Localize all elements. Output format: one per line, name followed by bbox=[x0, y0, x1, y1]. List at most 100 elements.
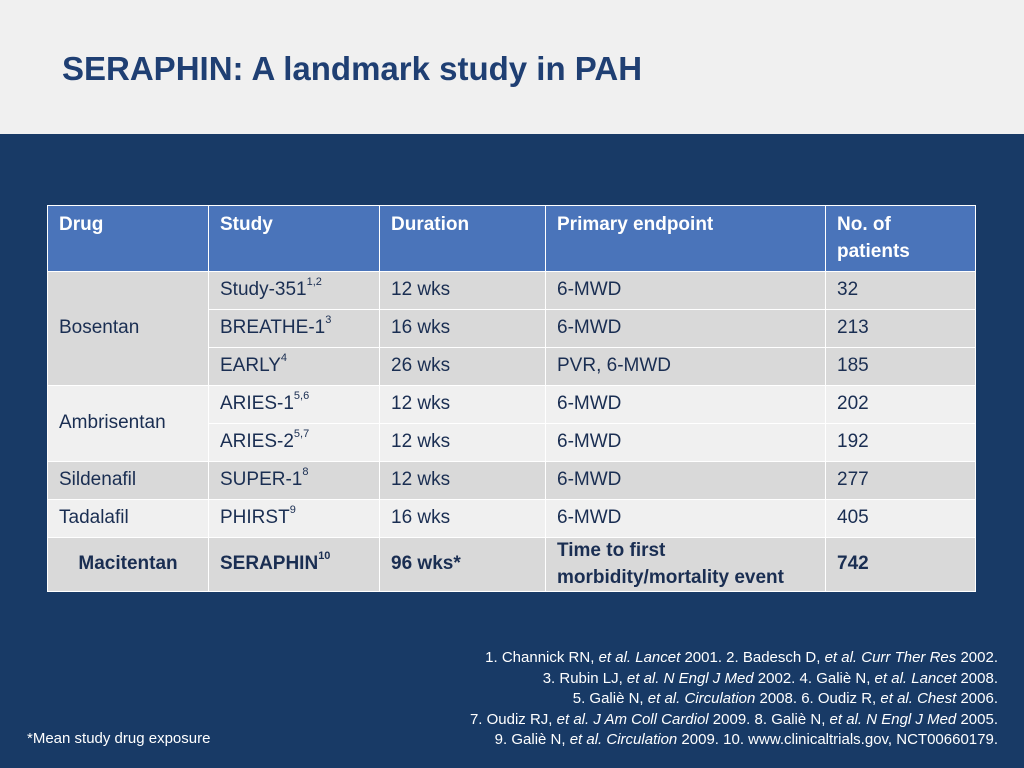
study-name: ARIES-1 bbox=[220, 393, 294, 415]
reference-journal: et al. Circulation bbox=[569, 731, 678, 748]
patients-cell: 202 bbox=[825, 385, 976, 424]
study-cell: PHIRST9 bbox=[208, 499, 380, 538]
endpoint-cell: 6-MWD bbox=[545, 309, 826, 348]
reference-superscript: 3 bbox=[325, 314, 332, 327]
title-bar: SERAPHIN: A landmark study in PAH bbox=[0, 0, 1024, 134]
header-duration: Duration bbox=[379, 205, 546, 272]
reference-text: 3. Rubin LJ, bbox=[542, 669, 627, 687]
study-name: ARIES-2 bbox=[220, 431, 294, 453]
reference-text: 2008. bbox=[956, 669, 998, 687]
table-row: ARIES-25,7 12 wks 6-MWD 192 bbox=[48, 423, 976, 462]
study-name: SERAPHIN bbox=[220, 553, 319, 575]
patients-cell: 32 bbox=[825, 271, 976, 310]
study-name: EARLY bbox=[220, 355, 281, 377]
endpoint-cell: 6-MWD bbox=[545, 499, 826, 538]
reference-text: 7. Oudiz RJ, bbox=[469, 710, 557, 728]
reference-superscript: 4 bbox=[280, 352, 288, 365]
reference-text: 2002. 4. Galiè N, bbox=[753, 669, 875, 687]
duration-cell: 16 wks bbox=[379, 499, 546, 538]
reference-text: 5. Galiè N, bbox=[572, 690, 648, 707]
references: 1. Channick RN, et al. Lancet 2001. 2. B… bbox=[318, 648, 998, 751]
study-name: BREATHE-1 bbox=[220, 317, 326, 339]
table-row: EARLY4 26 wks PVR, 6-MWD 185 bbox=[48, 347, 976, 386]
duration-cell: 12 wks bbox=[379, 271, 546, 310]
patients-cell: 742 bbox=[825, 536, 976, 593]
footnote: *Mean study drug exposure bbox=[27, 730, 211, 747]
reference-superscript: 5,7 bbox=[293, 428, 310, 441]
duration-cell: 26 wks bbox=[379, 347, 546, 386]
duration-cell: 12 wks bbox=[379, 423, 546, 462]
endpoint-cell: 6-MWD bbox=[545, 461, 826, 500]
drug-cell: Tadalafil bbox=[47, 499, 209, 538]
reference-text: 2002. bbox=[956, 649, 998, 666]
study-cell: SERAPHIN10 bbox=[208, 536, 380, 593]
study-cell: EARLY4 bbox=[208, 347, 380, 386]
duration-cell: 16 wks bbox=[379, 309, 546, 348]
duration-cell: 12 wks bbox=[379, 385, 546, 424]
reference-journal: et al. Lancet bbox=[598, 649, 681, 666]
patients-cell: 213 bbox=[825, 309, 976, 348]
duration-cell: 12 wks bbox=[379, 461, 546, 500]
drug-cell: Macitentan bbox=[47, 536, 209, 593]
table-row: BREATHE-13 16 wks 6-MWD 213 bbox=[48, 309, 976, 348]
header-primary-endpoint: Primary endpoint bbox=[545, 205, 826, 272]
reference-superscript: 9 bbox=[289, 504, 296, 517]
trials-table: Drug Study Duration Primary endpoint No.… bbox=[47, 205, 976, 593]
reference-text: 9. Galiè N, bbox=[494, 731, 570, 748]
study-cell: ARIES-25,7 bbox=[208, 423, 380, 462]
reference-text: 2009. 8. Galiè N, bbox=[708, 710, 830, 728]
endpoint-cell: 6-MWD bbox=[545, 423, 826, 462]
header-study: Study bbox=[208, 205, 380, 272]
table-row-highlight: Macitentan SERAPHIN10 96 wks* Time to fi… bbox=[47, 536, 976, 593]
reference-journal: et al. J Am Coll Cardiol bbox=[556, 710, 709, 728]
reference-line: 9. Galiè N, et al. Circulation 2009. 10.… bbox=[318, 730, 998, 751]
reference-text: 2008. 6. Oudiz R, bbox=[755, 690, 881, 707]
study-cell: Study-3511,2 bbox=[208, 271, 380, 310]
reference-text: 2006. bbox=[956, 690, 998, 707]
endpoint-cell: 6-MWD bbox=[545, 271, 826, 310]
reference-superscript: 1,2 bbox=[306, 276, 322, 289]
drug-cell: Ambrisentan bbox=[47, 385, 209, 462]
patients-cell: 405 bbox=[825, 499, 976, 538]
reference-journal: et al. Chest bbox=[880, 690, 957, 707]
reference-journal: et al. Circulation bbox=[647, 690, 756, 707]
reference-line: 3. Rubin LJ, et al. N Engl J Med 2002. 4… bbox=[318, 669, 998, 690]
reference-superscript: 5,6 bbox=[293, 390, 310, 403]
reference-journal: et al. Lancet bbox=[874, 669, 957, 687]
reference-line: 7. Oudiz RJ, et al. J Am Coll Cardiol 20… bbox=[318, 710, 998, 731]
header-no-of-patients: No. of patients bbox=[825, 205, 976, 272]
reference-superscript: 10 bbox=[318, 550, 331, 563]
study-name: PHIRST bbox=[220, 507, 290, 529]
study-cell: BREATHE-13 bbox=[208, 309, 380, 348]
reference-superscript: 8 bbox=[302, 466, 309, 479]
endpoint-cell: Time to first morbidity/mortality event bbox=[545, 536, 826, 593]
endpoint-cell: PVR, 6-MWD bbox=[545, 347, 826, 386]
duration-cell: 96 wks* bbox=[379, 536, 546, 593]
study-name: SUPER-1 bbox=[220, 469, 303, 491]
reference-text: 2009. 10. www.clinicaltrials.gov, NCT006… bbox=[677, 731, 998, 748]
reference-journal: et al. N Engl J Med bbox=[829, 710, 957, 728]
study-cell: ARIES-15,6 bbox=[208, 385, 380, 424]
study-name: Study-351 bbox=[220, 279, 307, 301]
table-row: Sildenafil SUPER-18 12 wks 6-MWD 277 bbox=[47, 461, 976, 500]
reference-text: 1. Channick RN, bbox=[485, 649, 599, 666]
patients-cell: 192 bbox=[825, 423, 976, 462]
reference-line: 5. Galiè N, et al. Circulation 2008. 6. … bbox=[318, 689, 998, 710]
header-drug: Drug bbox=[47, 205, 209, 272]
table-header-row: Drug Study Duration Primary endpoint No.… bbox=[47, 205, 976, 272]
table-row: Tadalafil PHIRST9 16 wks 6-MWD 405 bbox=[47, 499, 976, 538]
reference-journal: et al. Curr Ther Res bbox=[824, 649, 957, 666]
table-row: Ambrisentan ARIES-15,6 12 wks 6-MWD 202 bbox=[47, 385, 976, 462]
slide-title: SERAPHIN: A landmark study in PAH bbox=[62, 50, 643, 87]
drug-cell: Bosentan bbox=[47, 271, 209, 386]
reference-line: 1. Channick RN, et al. Lancet 2001. 2. B… bbox=[318, 648, 998, 669]
reference-text: 2001. 2. Badesch D, bbox=[680, 649, 825, 666]
patients-cell: 277 bbox=[825, 461, 976, 500]
patients-cell: 185 bbox=[825, 347, 976, 386]
reference-journal: et al. N Engl J Med bbox=[626, 669, 754, 687]
endpoint-cell: 6-MWD bbox=[545, 385, 826, 424]
reference-text: 2005. bbox=[956, 710, 998, 728]
drug-cell: Sildenafil bbox=[47, 461, 209, 500]
study-cell: SUPER-18 bbox=[208, 461, 380, 500]
table-row: Bosentan Study-3511,2 12 wks 6-MWD 32 bbox=[47, 271, 976, 386]
